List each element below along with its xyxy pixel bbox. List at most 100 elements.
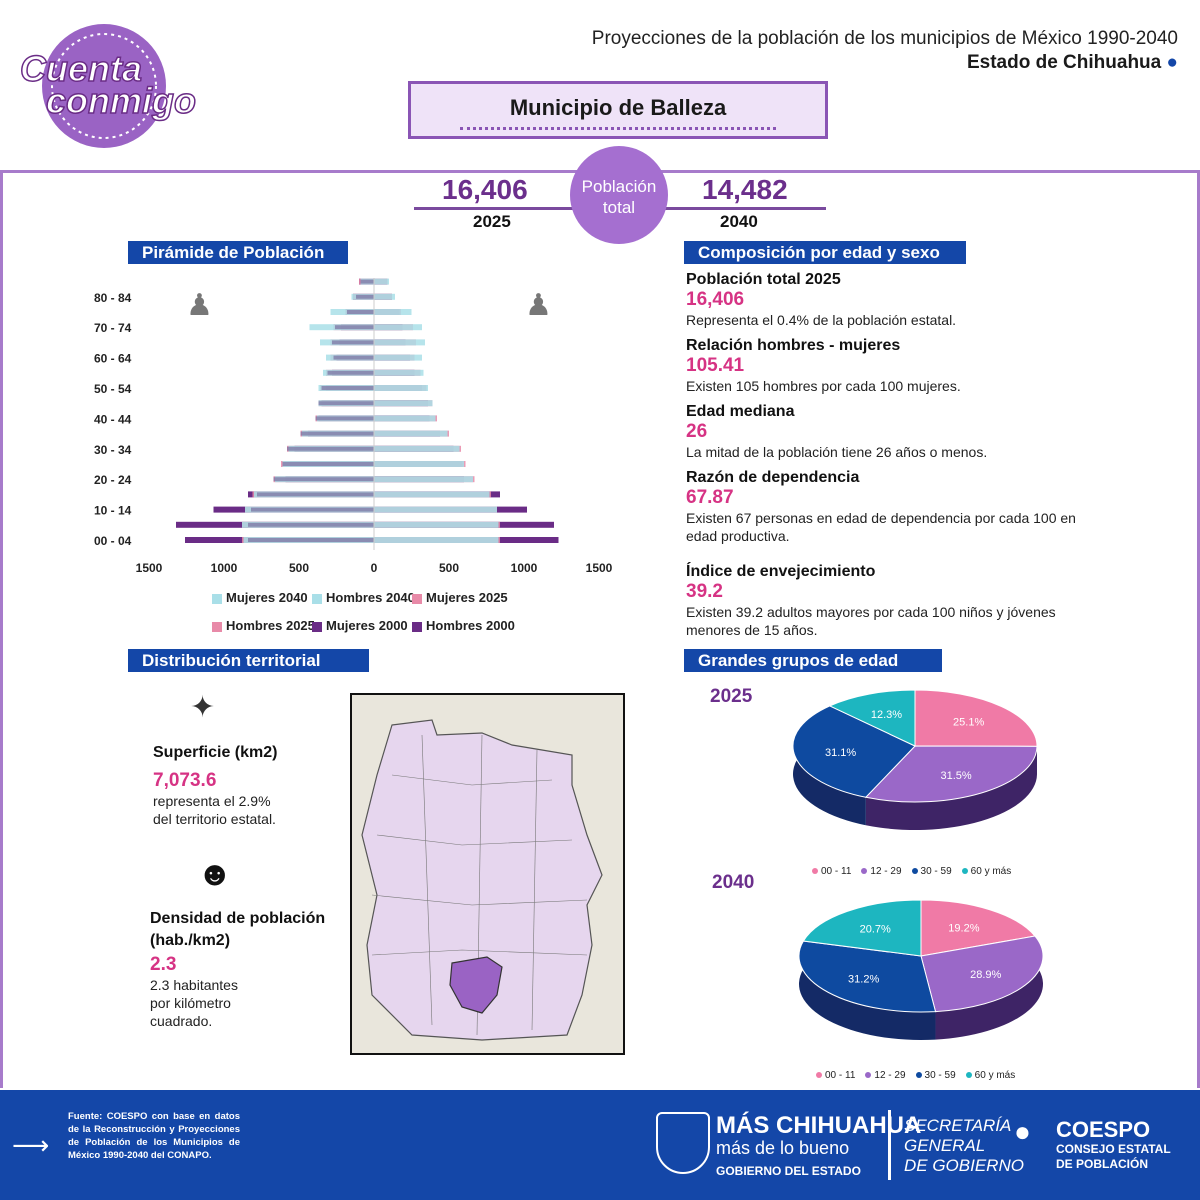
pyramid-tick-label: 10 - 14: [94, 504, 132, 518]
pyramid-legend-item: Mujeres 2025: [412, 590, 508, 605]
population-pyramid-chart: 80 - 84 70 - 74 60 - 64 50 - 54 40 - 44 30 - …: [94, 278, 613, 575]
footer-source: Fuente: COESPO con base en datos de la R…: [68, 1111, 240, 1161]
brand-gobierno: MÁS CHIHUAHUA más de lo bueno GOBIERNO D…: [716, 1112, 922, 1179]
pie-legend-item: 12 - 29: [865, 1070, 906, 1081]
pyramid-legend-item: Mujeres 2040: [212, 590, 308, 605]
pie-label: 20.7%: [860, 923, 891, 935]
pie-2040-legend: 00 - 11 12 - 29 30 - 59 60 y más: [816, 1070, 1025, 1081]
pyramid-tick-label: 60 - 64: [94, 352, 132, 366]
kpi-item: Razón de dependencia 67.87 Existen 67 pers…: [686, 469, 1096, 545]
pie-slice: [798, 940, 937, 1013]
pyramid-x-tick: 1500: [136, 561, 163, 575]
kpi-label: Relación hombres - mujeres: [686, 337, 901, 354]
pie-side: [799, 941, 936, 1040]
pyramid-bar-overlap: [321, 386, 374, 390]
pie-slice: [914, 689, 1038, 747]
pyramid-tick-label: 20 - 24: [94, 473, 132, 487]
state-title: Estado de Chihuahua ●: [966, 52, 1178, 73]
pyramid-bar-overlap: [248, 522, 374, 527]
kpi-value: 39.2: [686, 581, 723, 602]
pie-slice: [920, 935, 1044, 1013]
kpi-item: Edad mediana 26 La mitad de la población t…: [686, 403, 1096, 461]
density-value: 2.3: [150, 954, 177, 975]
section-pyramid: Pirámide de Población: [128, 241, 348, 264]
pyramid-bar-overlap: [273, 477, 374, 482]
pyramid-x-tick: 500: [439, 561, 459, 575]
pyramid-bar-overlap: [332, 340, 374, 345]
pie-chart-2040: 19.2% 28.9% 31.2% 20.7%: [798, 899, 1044, 1040]
pie-label: 25.1%: [953, 717, 984, 729]
pyramid-bar: [374, 506, 497, 513]
pyramid-tick-label: 70 - 74: [94, 321, 132, 335]
pie-legend-item: 60 y más: [965, 1070, 1015, 1081]
brand-secretaria: SECRETARÍA GENERAL DE GOBIERNO: [904, 1116, 1024, 1175]
pyramid-bar-overlap: [287, 446, 374, 451]
pyramid-bar: [374, 537, 499, 543]
dotted-divider: [460, 127, 776, 130]
pie-label: 31.1%: [825, 747, 856, 759]
kpi-label: Índice de envejecimiento: [686, 563, 876, 580]
kpi-value: 16,406: [686, 289, 745, 310]
state-shield-icon: [656, 1112, 710, 1174]
pie-chart-2025: 25.1% 31.5% 31.1% 12.3%: [792, 689, 1038, 830]
pyramid-bar: [374, 354, 422, 361]
area-icon: ✦: [190, 691, 216, 724]
pyramid-bar-overlap: [315, 416, 374, 421]
section-composition: Composición por edad y sexo: [684, 241, 966, 264]
pyramid-bar-overlap: [282, 462, 374, 466]
pie-2040-title: 2040: [712, 872, 755, 893]
people-icon: ☻: [197, 855, 233, 893]
density-description: 2.3 habitantes por kilómetro cuadrado.: [150, 977, 238, 1029]
pie-slice: [864, 745, 1038, 803]
kpi-item: Relación hombres - mujeres 105.41 Existen …: [686, 337, 1096, 395]
pyramid-bar: [374, 293, 395, 300]
pie-slice: [828, 689, 916, 747]
pie-2025-title: 2025: [710, 686, 753, 707]
pyramid-bar: [374, 278, 389, 285]
municipality-name: Municipio de Balleza: [509, 95, 727, 120]
pie-side: [865, 746, 1037, 830]
section-age-groups: Grandes grupos de edad: [684, 649, 942, 672]
pyramid-bar-overlap: [335, 325, 374, 330]
kpi-item: Índice de envejecimiento 39.2 Existen 39.2…: [686, 563, 1096, 639]
arrow-right-icon: ⟶: [12, 1130, 50, 1160]
pyramid-x-tick: 0: [371, 561, 378, 575]
pie-side: [935, 936, 1043, 1040]
state-map-icon: ●: [1166, 52, 1178, 73]
male-icon: ♟: [186, 289, 213, 322]
pyramid-legend-item: Hombres 2000: [412, 618, 515, 633]
pyramid-legend-item: Hombres 2025: [212, 618, 315, 633]
pyramid-bar: [374, 445, 460, 452]
pyramid-legend-item: Hombres 2040: [312, 590, 415, 605]
pyramid-bar: [374, 400, 433, 407]
kpi-value: 105.41: [686, 355, 745, 376]
kpi-label: Razón de dependencia: [686, 469, 860, 486]
pyramid-bar: [374, 430, 448, 437]
pie-legend-item: 12 - 29: [861, 866, 902, 877]
kpi-label: Edad mediana: [686, 403, 795, 420]
logo-text-2: conmigo: [45, 79, 197, 122]
population-total-badge: Población total: [570, 146, 668, 244]
pyramid-bar: [374, 385, 428, 391]
pyramid-bar: [374, 521, 499, 528]
pie-label: 31.2%: [848, 974, 879, 986]
pie-legend-item: 30 - 59: [915, 1070, 956, 1081]
report-title: Proyecciones de la población de los muni…: [591, 28, 1178, 49]
pyramid-legend-item: Mujeres 2000: [312, 618, 408, 633]
pyramid-bar-overlap: [251, 507, 374, 512]
kpi-label: Población total 2025: [686, 271, 841, 288]
pie-label: 31.5%: [941, 770, 972, 782]
pyramid-bar: [374, 491, 490, 498]
section-territory: Distribución territorial: [128, 649, 369, 672]
pie-legend-item: 30 - 59: [911, 866, 952, 877]
pyramid-bar-overlap: [333, 355, 374, 360]
pyramid-bar-overlap: [347, 310, 374, 314]
area-description: representa el 2.9% del territorio estata…: [153, 793, 276, 827]
area-value: 7,073.6: [153, 770, 217, 791]
area-label: Superficie (km2): [153, 744, 278, 761]
pyramid-x-tick: 1000: [211, 561, 238, 575]
kpi-value: 26: [686, 421, 708, 442]
footer: ⟶ Fuente: COESPO con base en datos de la…: [0, 1090, 1200, 1200]
pie-legend-item: 60 y más: [961, 866, 1011, 877]
pyramid-tick-label: 40 - 44: [94, 412, 132, 426]
